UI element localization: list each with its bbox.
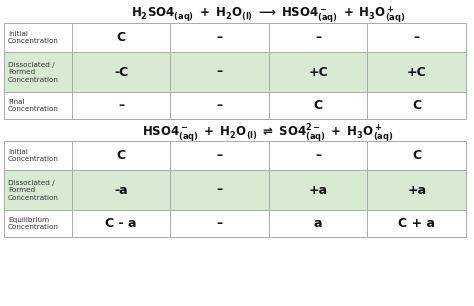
Bar bbox=[171, 92, 269, 119]
Text: C - a: C - a bbox=[106, 217, 137, 230]
Text: C + a: C + a bbox=[398, 217, 435, 230]
Text: +C: +C bbox=[407, 65, 427, 79]
Bar bbox=[367, 170, 466, 210]
Bar bbox=[367, 52, 466, 92]
Bar bbox=[171, 141, 269, 170]
Bar bbox=[367, 210, 466, 237]
Text: a: a bbox=[314, 217, 322, 230]
Text: C: C bbox=[117, 31, 126, 44]
Bar bbox=[72, 92, 171, 119]
Bar bbox=[367, 141, 466, 170]
Bar bbox=[367, 23, 466, 52]
Bar bbox=[367, 92, 466, 119]
Text: Dissociated /
Formed
Concentration: Dissociated / Formed Concentration bbox=[8, 62, 59, 83]
Bar bbox=[4, 210, 72, 237]
Text: C: C bbox=[412, 99, 421, 112]
Bar bbox=[171, 170, 269, 210]
Bar bbox=[72, 210, 171, 237]
Text: C: C bbox=[314, 99, 323, 112]
Text: Dissociated /
Formed
Concentration: Dissociated / Formed Concentration bbox=[8, 180, 59, 200]
Text: C: C bbox=[117, 149, 126, 162]
Text: –: – bbox=[315, 149, 321, 162]
Bar bbox=[72, 52, 171, 92]
Bar bbox=[72, 141, 171, 170]
Text: $\mathbf{HSO4^-_{(aq)}\ +\ H_2O_{(l)}\ }$$\mathbf{\rightleftharpoons\ SO4^{2-}_{: $\mathbf{HSO4^-_{(aq)}\ +\ H_2O_{(l)}\ }… bbox=[142, 123, 394, 145]
Bar bbox=[72, 170, 171, 210]
Text: C: C bbox=[412, 149, 421, 162]
Text: –: – bbox=[217, 184, 223, 196]
Bar bbox=[171, 52, 269, 92]
Text: –: – bbox=[414, 31, 420, 44]
Bar bbox=[4, 23, 72, 52]
Text: +a: +a bbox=[309, 184, 328, 196]
Text: –: – bbox=[217, 65, 223, 79]
Text: Equilibrium
Concentration: Equilibrium Concentration bbox=[8, 217, 59, 230]
Text: –: – bbox=[217, 149, 223, 162]
Bar bbox=[269, 170, 367, 210]
Bar bbox=[4, 52, 72, 92]
Text: $\mathbf{H_2SO4_{(aq)}\ +\ H_2O_{(l)}\ }$$\mathbf{\longrightarrow\ HSO4^-_{(aq)}: $\mathbf{H_2SO4_{(aq)}\ +\ H_2O_{(l)}\ }… bbox=[131, 4, 405, 25]
Text: –: – bbox=[315, 31, 321, 44]
Text: –: – bbox=[217, 31, 223, 44]
Text: -C: -C bbox=[114, 65, 128, 79]
Text: Initial
Concentration: Initial Concentration bbox=[8, 149, 59, 162]
Bar bbox=[171, 23, 269, 52]
Text: +C: +C bbox=[309, 65, 328, 79]
Text: +a: +a bbox=[407, 184, 426, 196]
Bar bbox=[269, 52, 367, 92]
Text: -a: -a bbox=[114, 184, 128, 196]
Bar bbox=[269, 210, 367, 237]
Bar bbox=[4, 92, 72, 119]
Bar bbox=[72, 23, 171, 52]
Text: –: – bbox=[217, 217, 223, 230]
Text: Final
Concentration: Final Concentration bbox=[8, 99, 59, 112]
Text: –: – bbox=[118, 99, 124, 112]
Bar bbox=[4, 170, 72, 210]
Bar bbox=[269, 141, 367, 170]
Text: Initial
Concentration: Initial Concentration bbox=[8, 31, 59, 44]
Bar bbox=[269, 23, 367, 52]
Bar bbox=[171, 210, 269, 237]
Text: –: – bbox=[217, 99, 223, 112]
Bar bbox=[269, 92, 367, 119]
Bar bbox=[4, 141, 72, 170]
